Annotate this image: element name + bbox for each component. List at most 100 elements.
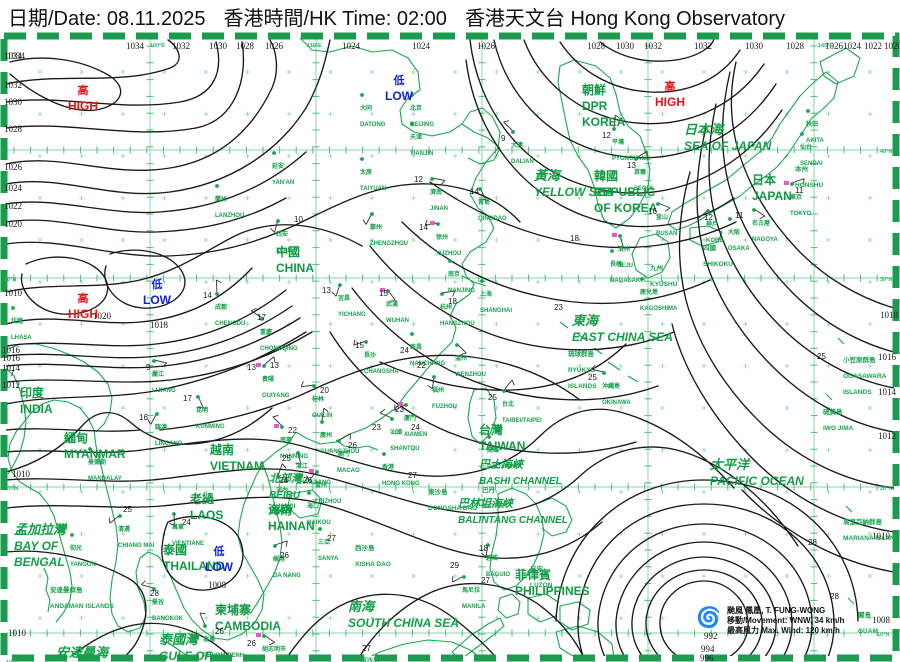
wind-barb-shaft <box>272 416 283 427</box>
map-canvas <box>0 32 900 662</box>
wind-barb-feather <box>590 364 596 370</box>
wind-barb-shaft <box>199 612 206 626</box>
station-dot <box>118 514 122 518</box>
station-dot <box>634 157 638 161</box>
wind-barb-shaft <box>274 540 288 546</box>
station-dot <box>155 412 159 416</box>
station-dot <box>790 182 794 186</box>
wind-barb-feather <box>452 290 456 297</box>
wind-barb-feather <box>273 356 276 363</box>
wind-barb-feather <box>272 414 279 418</box>
wind-barb-feather <box>306 475 310 482</box>
station-dot <box>640 277 644 281</box>
station-dot <box>370 212 374 216</box>
wind-barb-shaft <box>657 202 671 209</box>
wind-barb-feather <box>424 219 428 226</box>
station-dot <box>152 359 156 363</box>
station-dot <box>486 543 490 547</box>
station-dot <box>337 439 341 443</box>
wind-barb-feather <box>665 207 671 212</box>
station-dot <box>296 451 300 455</box>
station-dot <box>478 187 482 191</box>
wind-barb-shaft <box>338 433 351 441</box>
wind-barb-feather <box>162 362 167 368</box>
station-dot <box>440 292 444 296</box>
wind-barb-feather <box>300 381 304 387</box>
wind-barb-shaft <box>215 279 218 294</box>
station-dot <box>800 132 804 136</box>
station-dot <box>318 527 322 531</box>
station-dot <box>618 234 622 238</box>
station-dot <box>262 634 266 638</box>
wind-barb-feather <box>353 339 356 346</box>
station-dot <box>448 259 452 263</box>
wind-barb-feather <box>503 120 510 123</box>
station-dot <box>410 332 414 336</box>
precipitation-symbol <box>784 181 789 185</box>
wind-barb-feather <box>295 462 302 466</box>
wind-barb-shaft <box>503 121 514 132</box>
precipitation-symbol <box>398 402 403 406</box>
graticule-dots <box>37 69 873 621</box>
wind-barb-shaft <box>153 359 167 364</box>
station-dot <box>487 435 491 439</box>
precipitation-symbol <box>380 288 385 292</box>
wind-barb-feather <box>427 384 433 390</box>
station-dot <box>338 283 342 287</box>
station-markers <box>11 93 810 638</box>
precipitation-symbol <box>256 633 261 637</box>
chart-time: 香港時間/HK Time: 02:00 <box>223 7 447 30</box>
station-dot <box>602 371 606 375</box>
wind-barb-feather <box>270 227 275 233</box>
wind-barb-feather <box>108 517 111 524</box>
wind-barb-feather <box>197 406 204 409</box>
wind-barb-shaft <box>591 368 605 373</box>
station-dot <box>276 219 280 223</box>
wind-barb-shaft <box>503 379 513 391</box>
station-dot <box>11 306 15 310</box>
station-dot <box>152 587 156 591</box>
wind-barb-feather <box>362 219 367 225</box>
station-dot <box>462 575 466 579</box>
wind-barb-feather <box>285 540 288 547</box>
wind-barb-shaft <box>635 150 648 159</box>
station-dot <box>88 447 92 451</box>
wind-barb-feather <box>759 215 766 220</box>
wind-barb-feather <box>617 245 624 248</box>
wind-barb-feather <box>216 279 222 284</box>
wind-barb-shaft <box>452 575 465 583</box>
precipitation-symbol <box>309 469 314 473</box>
wind-barb-feather <box>460 352 467 355</box>
station-dot <box>610 249 614 253</box>
station-dot <box>203 624 207 628</box>
station-dot <box>728 217 732 221</box>
station-dot <box>280 425 284 429</box>
station-dot <box>404 403 408 407</box>
station-dot <box>320 420 324 424</box>
station-dot <box>364 340 368 344</box>
station-dot <box>480 279 484 283</box>
wind-barb-feather <box>696 212 699 219</box>
station-dot <box>70 533 74 537</box>
station-dot <box>502 389 506 393</box>
wind-barb-shaft <box>301 384 315 388</box>
wind-barb-feather <box>169 522 175 527</box>
wind-barb-feather <box>615 114 621 119</box>
station-dot <box>172 512 176 516</box>
isobars <box>6 38 894 656</box>
station-dot <box>455 343 459 347</box>
station-dot <box>360 157 364 161</box>
station-dot <box>706 209 710 213</box>
wind-barb-shaft <box>263 356 275 366</box>
chart-organisation: 香港天文台 Hong Kong Observatory <box>464 7 786 30</box>
station-dot <box>612 127 616 131</box>
wind-barb-feather <box>269 642 275 646</box>
station-dot <box>273 544 277 548</box>
wind-barb-feather <box>281 463 287 469</box>
precipitation-symbol <box>612 233 617 237</box>
surface-weather-map[interactable]: 日本海 SEA OF JAPAN 黃海 YELLOW SEA 東海 EAST CHINA … <box>0 32 900 662</box>
station-dot <box>307 491 311 495</box>
wind-barb-shaft <box>431 177 445 181</box>
wind-barb-shaft <box>141 584 155 589</box>
station-dot <box>262 364 266 368</box>
